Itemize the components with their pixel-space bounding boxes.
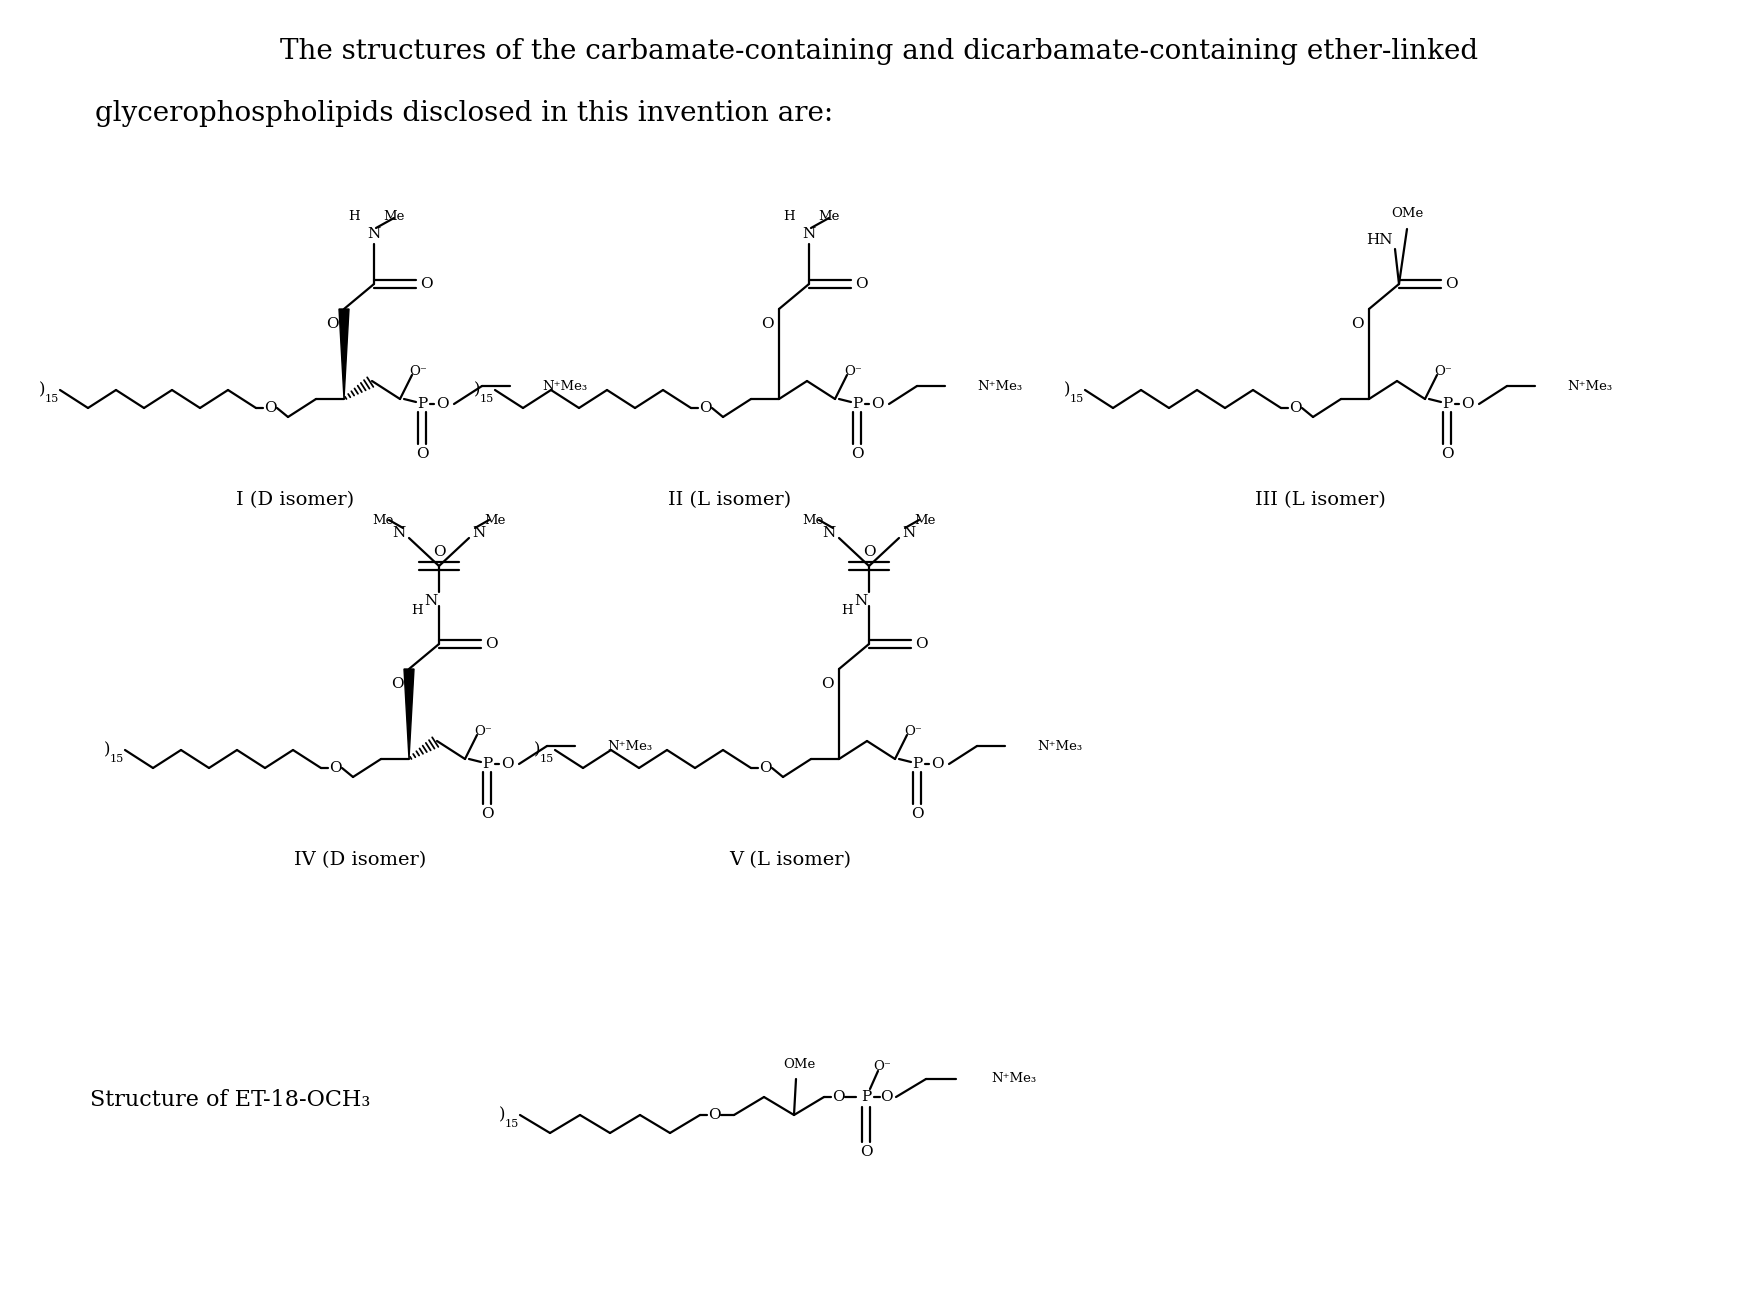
Text: O: O — [415, 447, 429, 462]
Text: V (L isomer): V (L isomer) — [729, 851, 850, 869]
Text: O: O — [870, 397, 882, 412]
Text: ): ) — [499, 1106, 504, 1123]
Text: H: H — [840, 604, 852, 617]
Text: Me: Me — [817, 209, 840, 222]
Text: O: O — [914, 636, 926, 651]
Text: N: N — [473, 526, 485, 540]
Text: O: O — [325, 317, 337, 331]
Text: P: P — [912, 757, 922, 771]
Text: Structure of ET-18-OCH₃: Structure of ET-18-OCH₃ — [90, 1089, 371, 1111]
Text: Me: Me — [372, 513, 394, 526]
Text: Me: Me — [801, 513, 824, 526]
Text: I (D isomer): I (D isomer) — [235, 490, 353, 509]
Text: Me: Me — [914, 513, 935, 526]
Text: N: N — [423, 594, 437, 608]
Text: H: H — [348, 209, 360, 222]
Text: ): ) — [39, 381, 46, 398]
Text: N⁺Me₃: N⁺Me₃ — [541, 380, 587, 392]
Text: O: O — [432, 544, 445, 559]
Text: P: P — [861, 1090, 871, 1105]
Text: III (L isomer): III (L isomer) — [1254, 490, 1385, 509]
Text: N⁺Me₃: N⁺Me₃ — [991, 1073, 1035, 1085]
Text: 15: 15 — [504, 1119, 518, 1130]
Text: IV (D isomer): IV (D isomer) — [293, 851, 425, 869]
Text: O: O — [854, 277, 866, 291]
Text: OMe: OMe — [782, 1059, 815, 1072]
Text: O⁻: O⁻ — [903, 725, 921, 738]
Text: O: O — [863, 544, 875, 559]
Text: O: O — [929, 757, 944, 771]
Text: O: O — [850, 447, 863, 462]
Text: II (L isomer): II (L isomer) — [668, 490, 791, 509]
Text: OMe: OMe — [1390, 206, 1423, 220]
Text: O⁻: O⁻ — [873, 1060, 891, 1073]
Text: The structures of the carbamate-containing and dicarbamate-containing ether-link: The structures of the carbamate-containi… — [279, 38, 1478, 64]
Text: N⁺Me₃: N⁺Me₃ — [1037, 739, 1082, 752]
Text: ): ) — [104, 742, 111, 759]
Text: P: P — [481, 757, 492, 771]
Text: N: N — [822, 526, 835, 540]
Text: H: H — [411, 604, 423, 617]
Text: 15: 15 — [109, 753, 125, 764]
Text: Me: Me — [383, 209, 404, 222]
Text: glycerophospholipids disclosed in this invention are:: glycerophospholipids disclosed in this i… — [95, 100, 833, 128]
Text: O: O — [698, 401, 712, 416]
Text: Me: Me — [483, 513, 506, 526]
Text: N⁺Me₃: N⁺Me₃ — [977, 380, 1021, 392]
Text: N⁺Me₃: N⁺Me₃ — [606, 739, 652, 752]
Text: O: O — [436, 397, 448, 412]
Text: N: N — [854, 594, 868, 608]
Text: O⁻: O⁻ — [1434, 364, 1451, 377]
Text: ): ) — [1063, 381, 1070, 398]
Text: O: O — [390, 677, 402, 690]
Text: O: O — [480, 807, 494, 821]
Text: O: O — [759, 761, 771, 775]
Text: P: P — [852, 397, 861, 412]
Text: ): ) — [473, 381, 480, 398]
Text: 15: 15 — [480, 394, 494, 404]
Text: O: O — [859, 1145, 871, 1159]
Text: O⁻: O⁻ — [474, 725, 492, 738]
Text: O: O — [708, 1109, 720, 1122]
Text: O: O — [878, 1090, 893, 1105]
Text: O: O — [821, 677, 833, 690]
Text: H: H — [782, 209, 794, 222]
Text: N: N — [367, 227, 381, 241]
Text: O: O — [420, 277, 432, 291]
Text: 15: 15 — [1070, 394, 1084, 404]
Text: O: O — [1444, 277, 1457, 291]
Text: O: O — [1441, 447, 1453, 462]
Text: P: P — [1441, 397, 1451, 412]
Text: O: O — [1288, 401, 1300, 416]
Text: O: O — [761, 317, 773, 331]
Text: 15: 15 — [46, 394, 60, 404]
Text: O: O — [329, 761, 341, 775]
Polygon shape — [339, 309, 350, 398]
Text: O⁻: O⁻ — [843, 364, 861, 377]
Text: O: O — [501, 757, 513, 771]
Text: O: O — [1460, 397, 1472, 412]
Text: O: O — [485, 636, 497, 651]
Text: ): ) — [534, 742, 539, 759]
Text: O: O — [1349, 317, 1362, 331]
Text: N: N — [801, 227, 815, 241]
Text: O: O — [831, 1090, 843, 1105]
Text: N⁺Me₃: N⁺Me₃ — [1565, 380, 1611, 392]
Text: P: P — [416, 397, 427, 412]
Text: O⁻: O⁻ — [409, 364, 427, 377]
Text: N: N — [901, 526, 915, 540]
Text: HN: HN — [1365, 233, 1392, 247]
Polygon shape — [404, 669, 413, 759]
Text: N: N — [392, 526, 406, 540]
Text: 15: 15 — [539, 753, 553, 764]
Text: O: O — [910, 807, 922, 821]
Text: O: O — [264, 401, 276, 416]
